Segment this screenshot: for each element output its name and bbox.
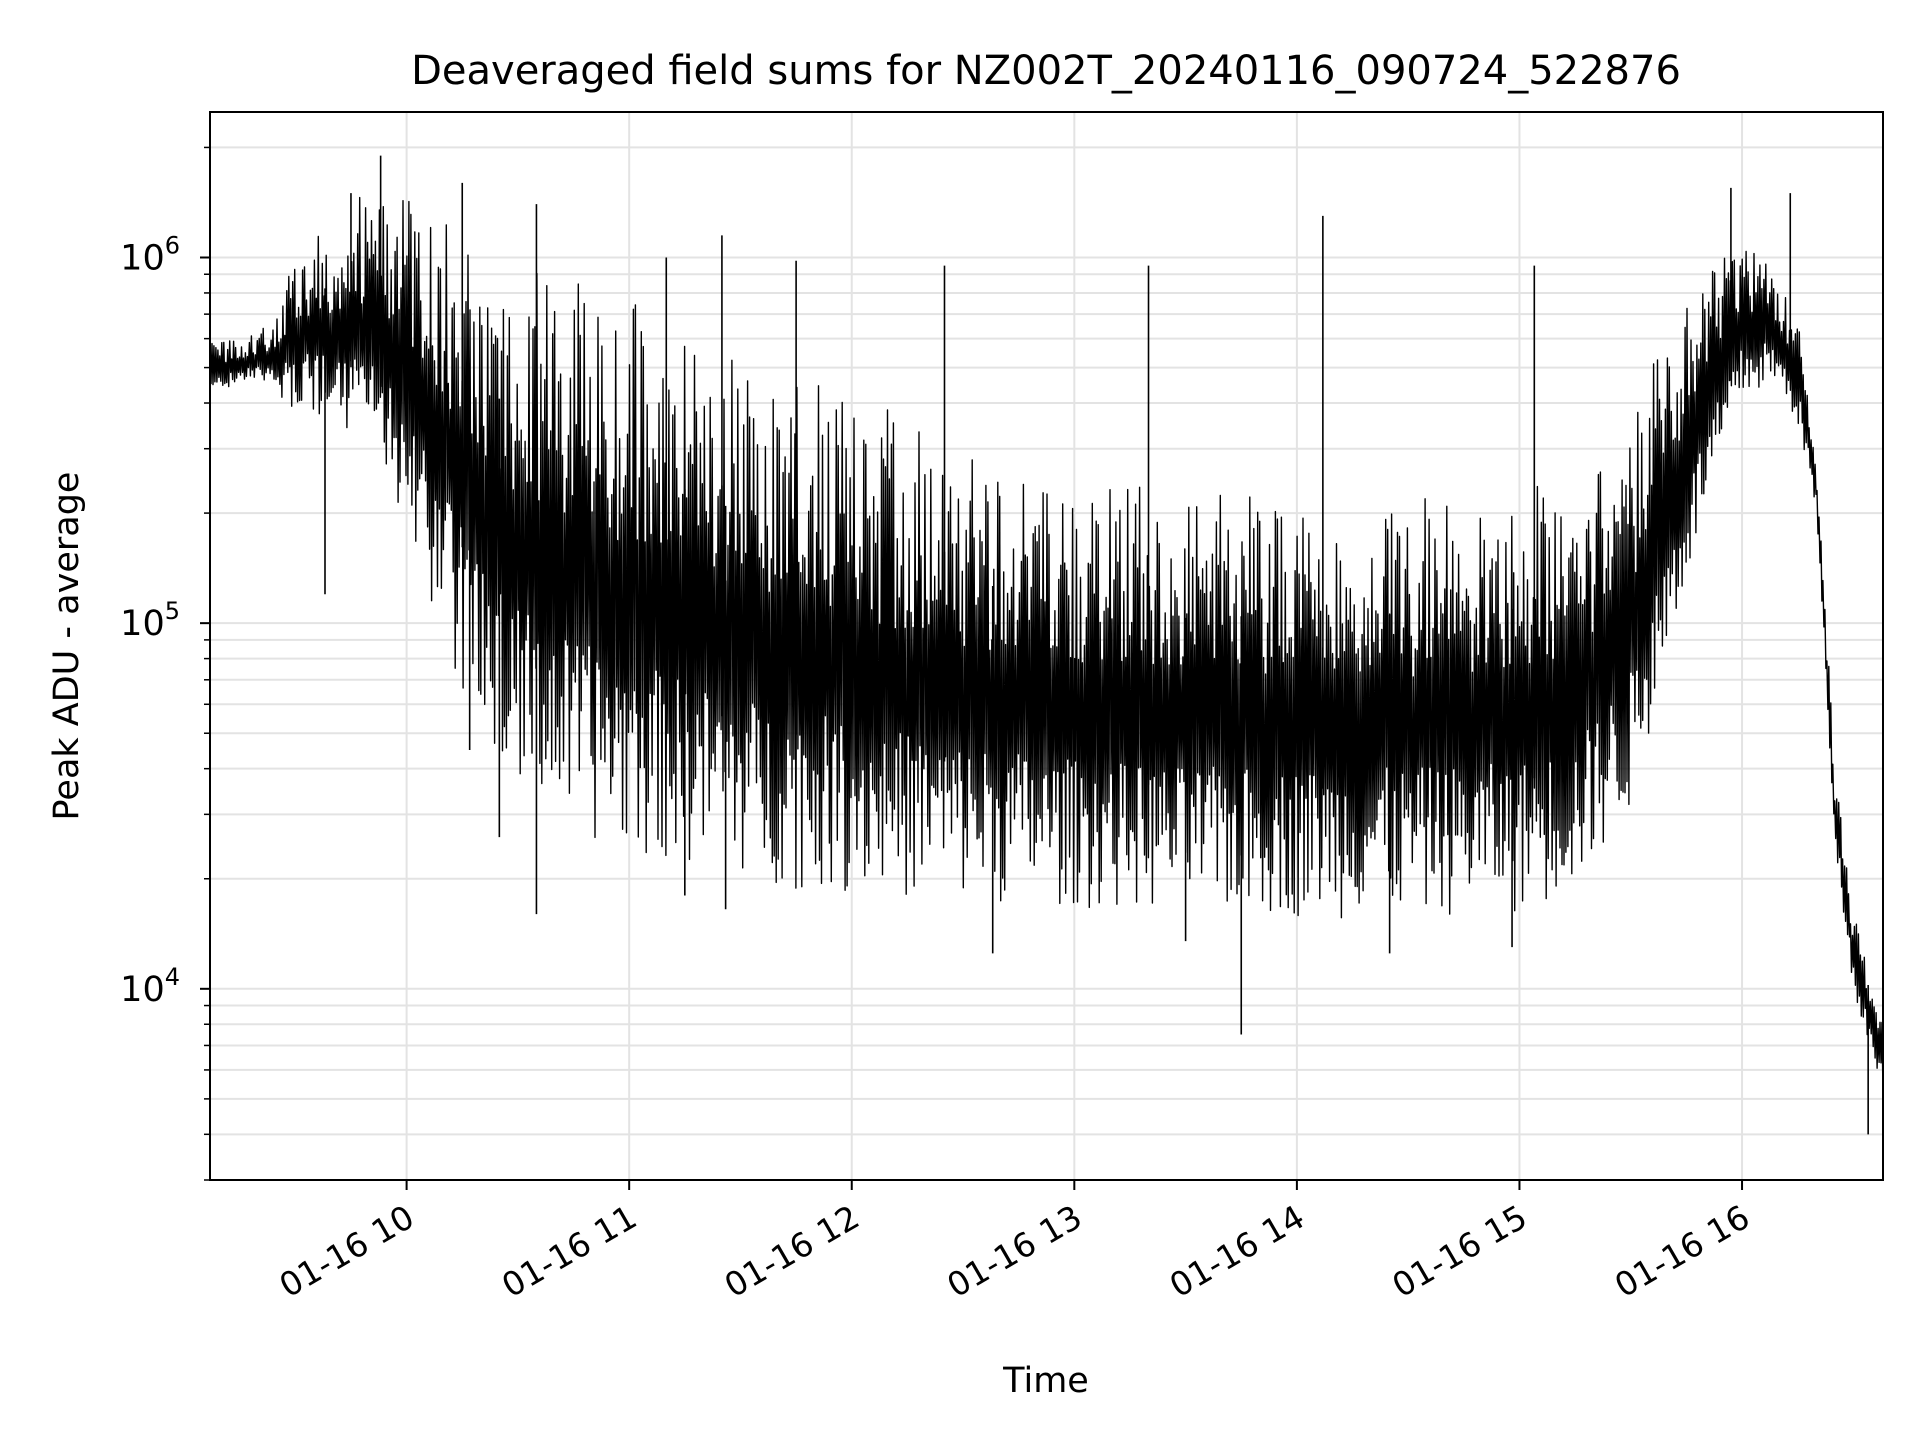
x-axis-label: Time — [1002, 1361, 1089, 1401]
data-layer — [209, 155, 1884, 1135]
series-line — [209, 196, 1884, 1097]
y-axis-label: Peak ADU - average — [47, 472, 87, 821]
plot-frame — [209, 111, 1884, 1181]
y-tick-label: 104 — [120, 963, 180, 1010]
chart-title: Deaveraged field sums for NZ002T_2024011… — [411, 48, 1681, 94]
y-tick-label: 106 — [120, 232, 180, 279]
y-tick-label: 105 — [120, 597, 180, 644]
